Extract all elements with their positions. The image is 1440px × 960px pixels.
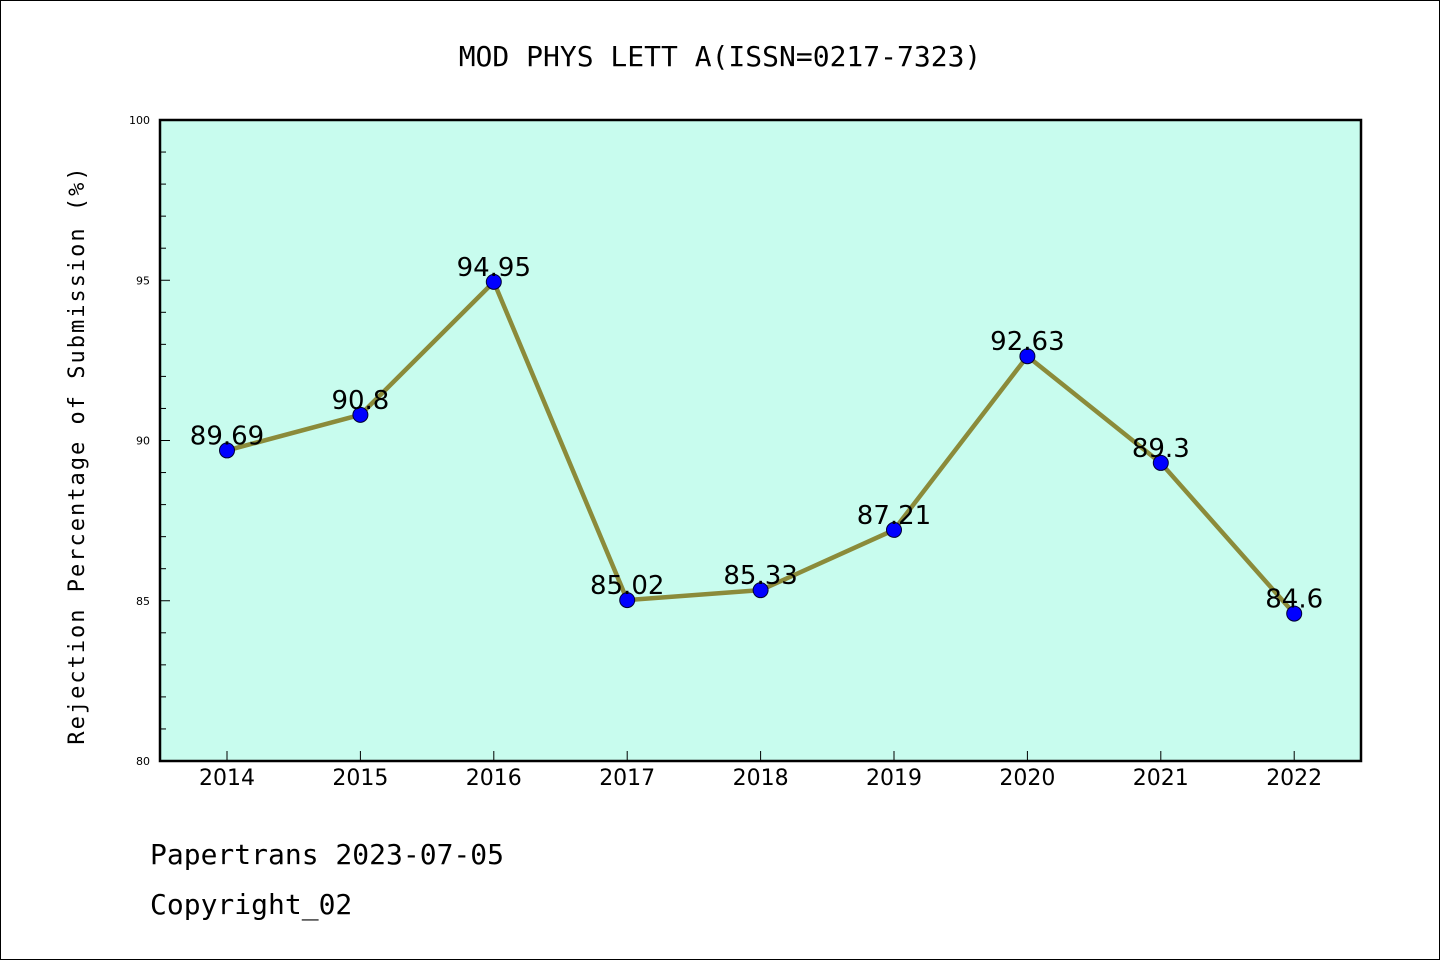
- x-tick-label: 2022: [1266, 766, 1322, 791]
- data-label: 92.63: [990, 327, 1064, 357]
- data-point: [886, 521, 902, 538]
- y-tick-label: 100: [129, 114, 150, 127]
- y-axis-label: Rejection Percentage of Submission (%): [65, 165, 90, 744]
- y-tick-label: 95: [136, 274, 150, 287]
- x-tick-label: 2018: [733, 766, 789, 791]
- data-label: 87.21: [857, 501, 931, 531]
- data-label: 85.33: [723, 561, 797, 591]
- data-label: 84.6: [1265, 585, 1323, 615]
- data-point: [1286, 605, 1303, 622]
- y-tick-label: 80: [136, 755, 150, 768]
- x-tick-label: 2016: [466, 766, 522, 791]
- y-tick-label: 90: [136, 435, 150, 448]
- footer-copyright: Copyright_02: [150, 888, 352, 922]
- data-label: 89.3: [1132, 434, 1190, 464]
- footer-date: Papertrans 2023-07-05: [150, 838, 504, 871]
- data-markers: [219, 273, 1303, 622]
- x-tick-label: 2014: [199, 766, 255, 791]
- x-tick-label: 2019: [866, 766, 922, 791]
- x-tick-label: 2015: [332, 766, 388, 791]
- x-tick-label: 2021: [1133, 766, 1189, 791]
- data-label: 94.95: [457, 253, 531, 283]
- data-labels: 89.69 90.8 94.95 85.02 85.33 87.21 92.63 89.3 84…: [190, 253, 1323, 615]
- data-point: [619, 592, 636, 609]
- data-label: 89.69: [190, 421, 264, 451]
- data-label: 85.02: [590, 571, 664, 601]
- data-point: [219, 442, 235, 459]
- x-tick-label: 2017: [599, 766, 655, 791]
- data-point: [352, 406, 369, 423]
- y-tick-label: 85: [136, 595, 150, 608]
- data-label: 90.8: [331, 386, 389, 416]
- data-point: [752, 582, 769, 599]
- plot-area: [158, 118, 1363, 763]
- y-axis: 80 85 90 95 100: [129, 114, 170, 768]
- x-axis: 2014 2015 2016 2017 2018 2019 2020 2021 2022: [199, 751, 1322, 791]
- data-point: [1152, 454, 1169, 471]
- x-tick-label: 2020: [999, 766, 1055, 791]
- data-point: [1019, 348, 1036, 365]
- chart-title: MOD PHYS LETT A(ISSN=0217-7323): [459, 40, 982, 73]
- data-point: [485, 273, 502, 290]
